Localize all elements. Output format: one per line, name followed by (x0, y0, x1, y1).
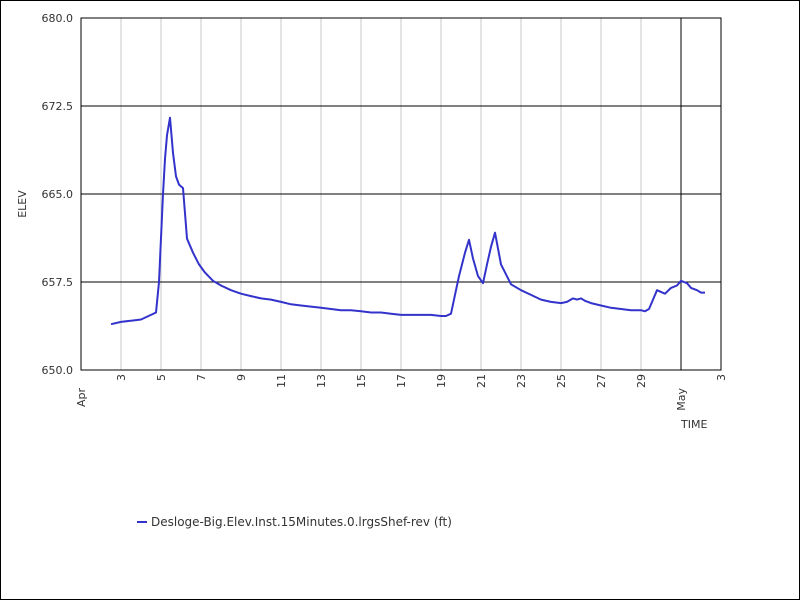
x-month-label: Apr (75, 388, 88, 408)
x-tick-label: 7 (195, 374, 208, 381)
x-tick-label: 21 (475, 374, 488, 388)
x-tick-label: 25 (555, 374, 568, 388)
y-tick-labels: 650.0 657.5 665.0 672.5 680.0 (42, 12, 74, 377)
legend: Desloge-Big.Elev.Inst.15Minutes.0.lrgsSh… (137, 515, 452, 529)
series-line (110, 116, 705, 326)
x-tick-label: 27 (595, 374, 608, 388)
x-tick-label: 23 (515, 374, 528, 388)
y-tick-label: 657.5 (42, 276, 74, 289)
legend-entry-label: Desloge-Big.Elev.Inst.15Minutes.0.lrgsSh… (151, 515, 452, 529)
y-axis-label: ELEV (16, 190, 29, 218)
legend-swatch (137, 521, 147, 523)
x-tick-label: 5 (155, 374, 168, 381)
horizontal-gridlines (81, 105, 721, 283)
x-tick-labels: 3 5 7 9 11 13 15 17 19 21 23 25 27 29 3 Apr May (75, 374, 728, 411)
plot-area-border (80, 17, 722, 371)
x-tick-label: 17 (395, 374, 408, 388)
x-axis-label: TIME (680, 418, 707, 431)
x-tick-label: 3 (715, 374, 728, 381)
x-month-label: May (675, 388, 688, 411)
x-tick-label: 19 (435, 374, 448, 388)
series-lines (110, 116, 705, 326)
x-tick-label: 15 (355, 374, 368, 388)
x-tick-label: 29 (635, 374, 648, 388)
x-tick-label: 9 (235, 374, 248, 381)
x-tick-label: 13 (315, 374, 328, 388)
y-tick-label: 650.0 (42, 364, 74, 377)
y-tick-label: 672.5 (42, 100, 74, 113)
y-tick-label: 680.0 (42, 12, 74, 25)
x-tick-label: 11 (275, 374, 288, 388)
x-tick-label: 3 (115, 374, 128, 381)
y-tick-label: 665.0 (42, 188, 74, 201)
